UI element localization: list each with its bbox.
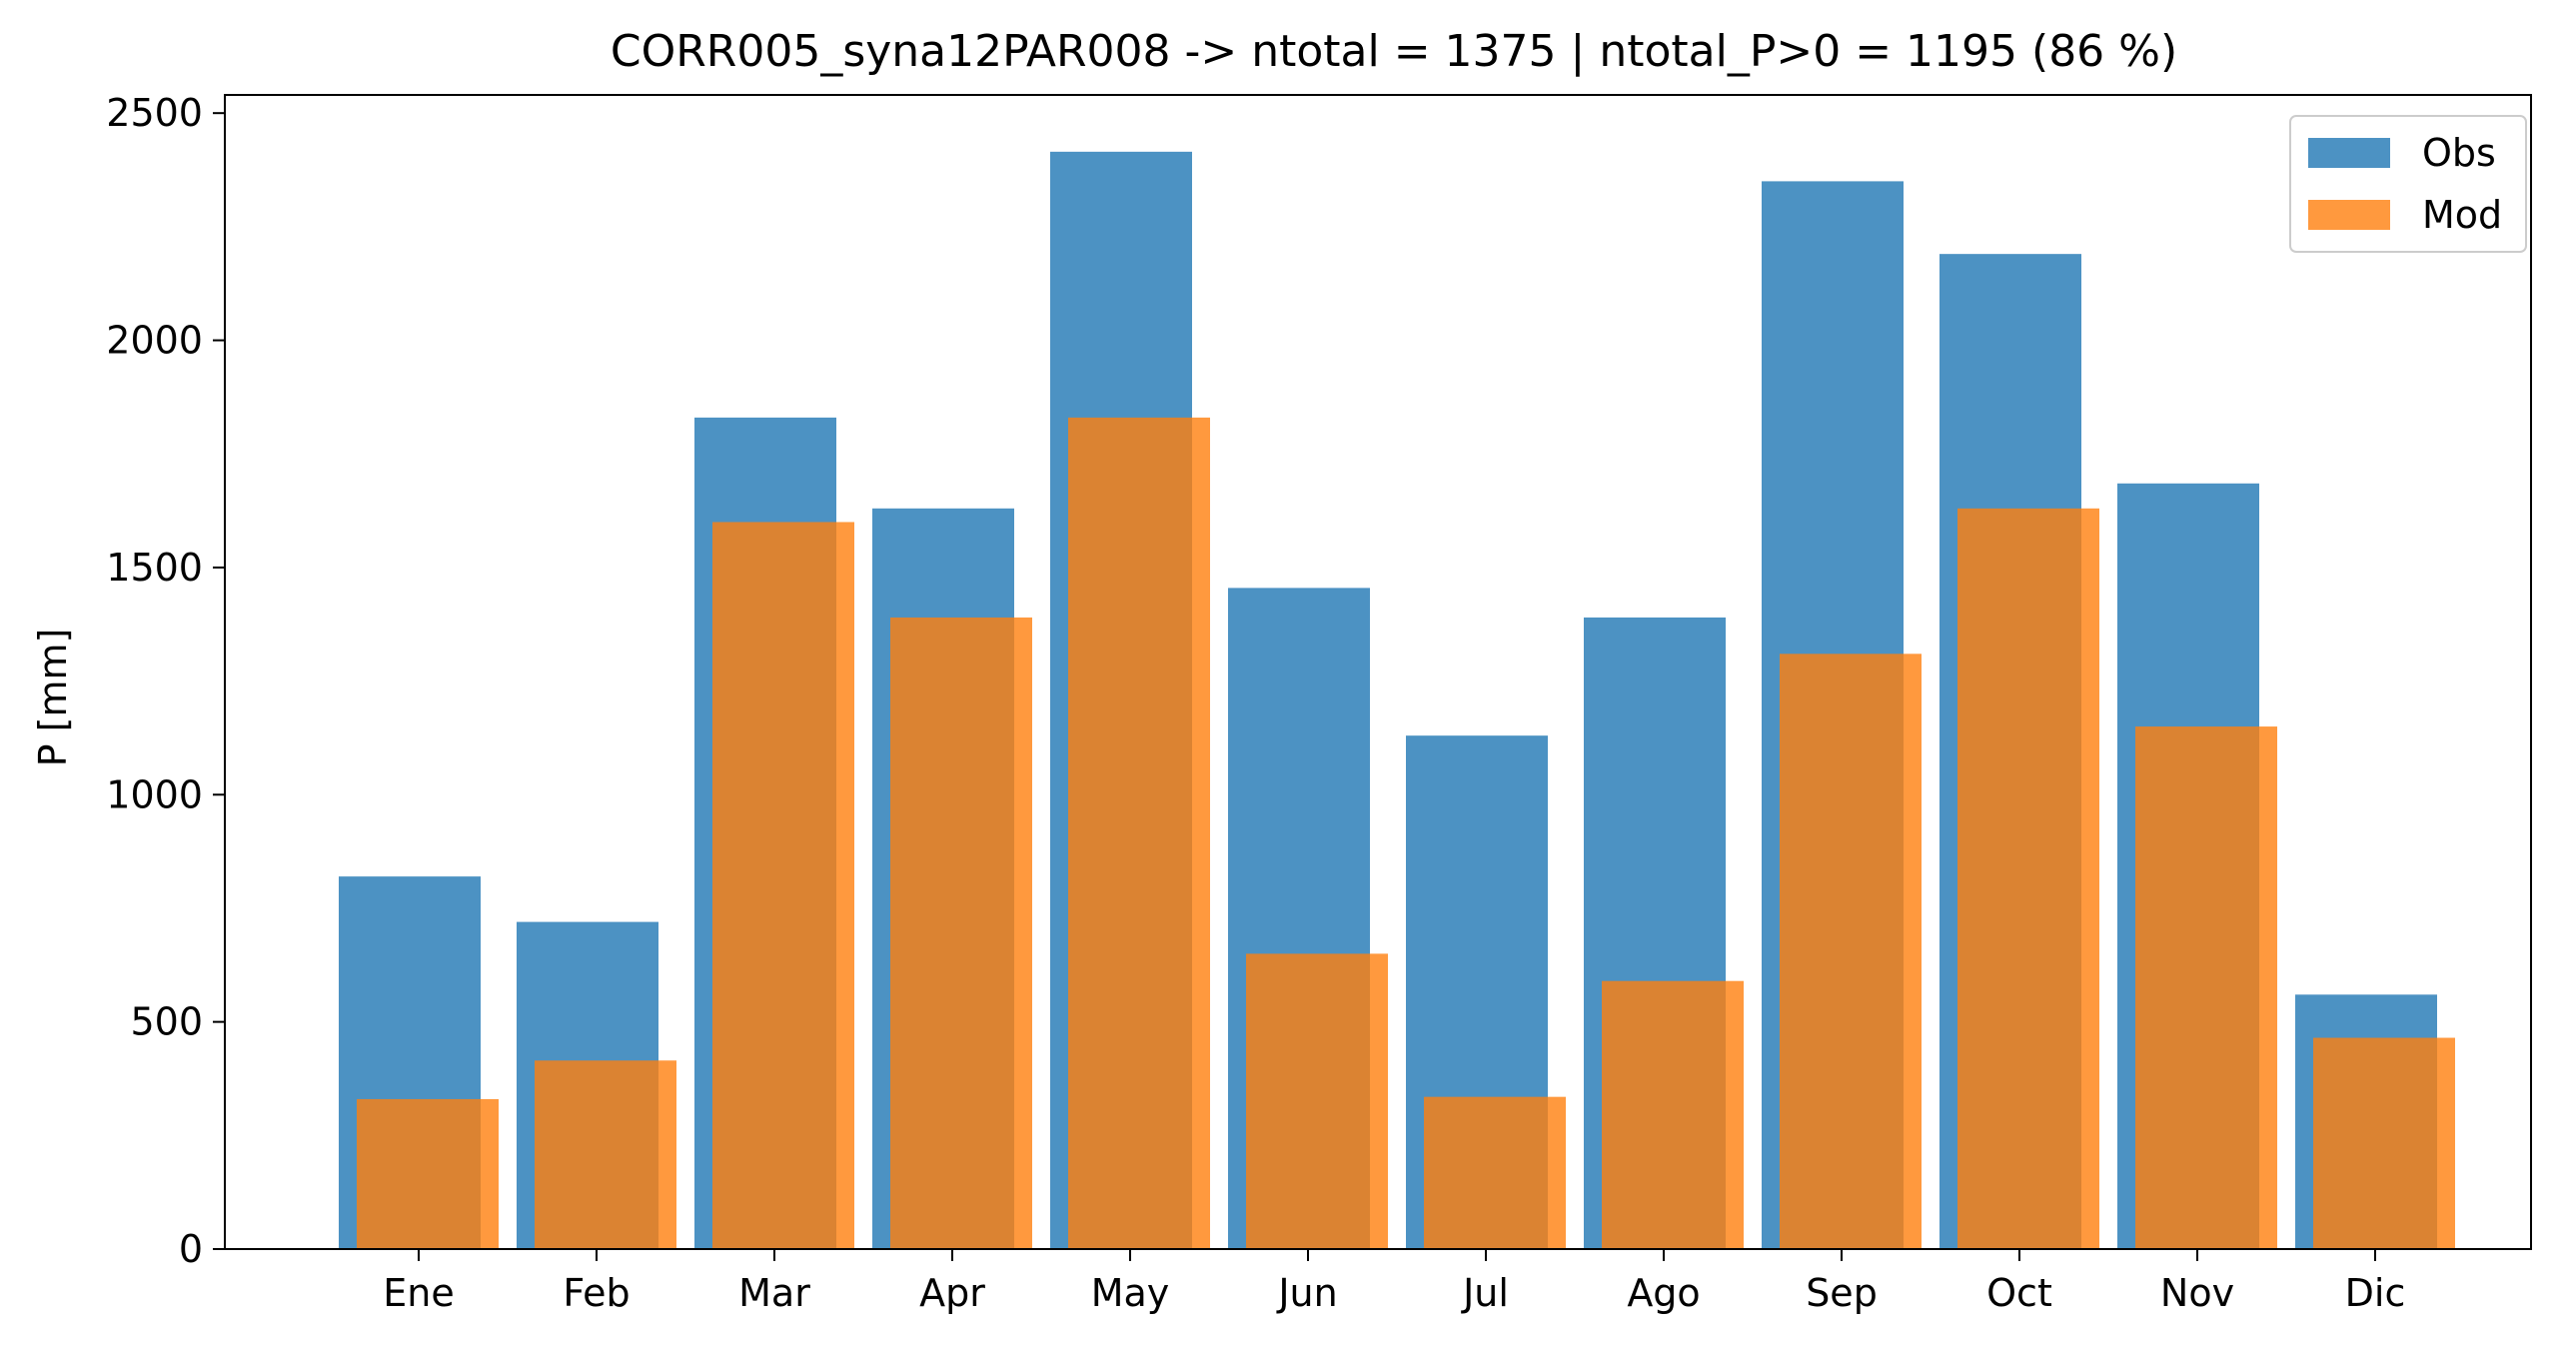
bar-mod-sep (1780, 654, 1922, 1249)
x-tick-label: Feb (563, 1271, 630, 1315)
x-tick-label: Nov (2160, 1271, 2234, 1315)
bar-mod-nov (2135, 726, 2277, 1249)
y-tick-label: 2000 (106, 319, 203, 363)
x-tick-label: Ene (383, 1271, 454, 1315)
bar-mod-jun (1246, 953, 1388, 1249)
y-tick-label: 500 (130, 1000, 203, 1044)
legend-label-mod: Mod (2422, 193, 2502, 237)
axes-layer: 0 500 1000 1500 2000 2500 Ene Feb Mar Apr May Jun Ju… (106, 91, 2532, 1315)
chart-title: CORR005_syna12PAR008 -> ntotal = 1375 | … (611, 26, 2177, 77)
bar-mod-jul (1424, 1096, 1566, 1249)
x-tick-label: Jun (1276, 1271, 1337, 1315)
bar-mod-ago (1602, 980, 1744, 1249)
x-tick-label: Ago (1627, 1271, 1700, 1315)
bar-mod-apr (890, 617, 1032, 1249)
bar-mod-ene (357, 1098, 499, 1249)
bar-mod-may (1068, 417, 1210, 1249)
y-axis-label: P [mm] (31, 629, 75, 767)
x-tick-label: Dic (2345, 1271, 2406, 1315)
legend-swatch-obs (2308, 138, 2390, 168)
bar-mod-mar (712, 522, 854, 1249)
x-tick-label: Jul (1461, 1271, 1509, 1315)
x-tick-label: Oct (1986, 1271, 2052, 1315)
x-tick-label: Mar (738, 1271, 810, 1315)
bar-mod-oct (1957, 508, 2099, 1250)
y-tick-label: 0 (179, 1227, 203, 1271)
y-tick-label: 2500 (106, 91, 203, 135)
y-tick-label: 1000 (106, 772, 203, 816)
bar-mod-dic (2313, 1037, 2455, 1249)
x-tick-label: Sep (1806, 1271, 1878, 1315)
legend-label-obs: Obs (2422, 131, 2496, 175)
y-tick-label: 1500 (106, 546, 203, 590)
plot-frame (224, 94, 2532, 1250)
bar-mod-feb (535, 1060, 676, 1249)
x-tick-label: May (1091, 1271, 1170, 1315)
legend-swatch-mod (2308, 200, 2390, 230)
legend: Obs Mod (2289, 115, 2527, 253)
bars-layer (339, 151, 2455, 1250)
x-tick-label: Apr (919, 1271, 985, 1315)
